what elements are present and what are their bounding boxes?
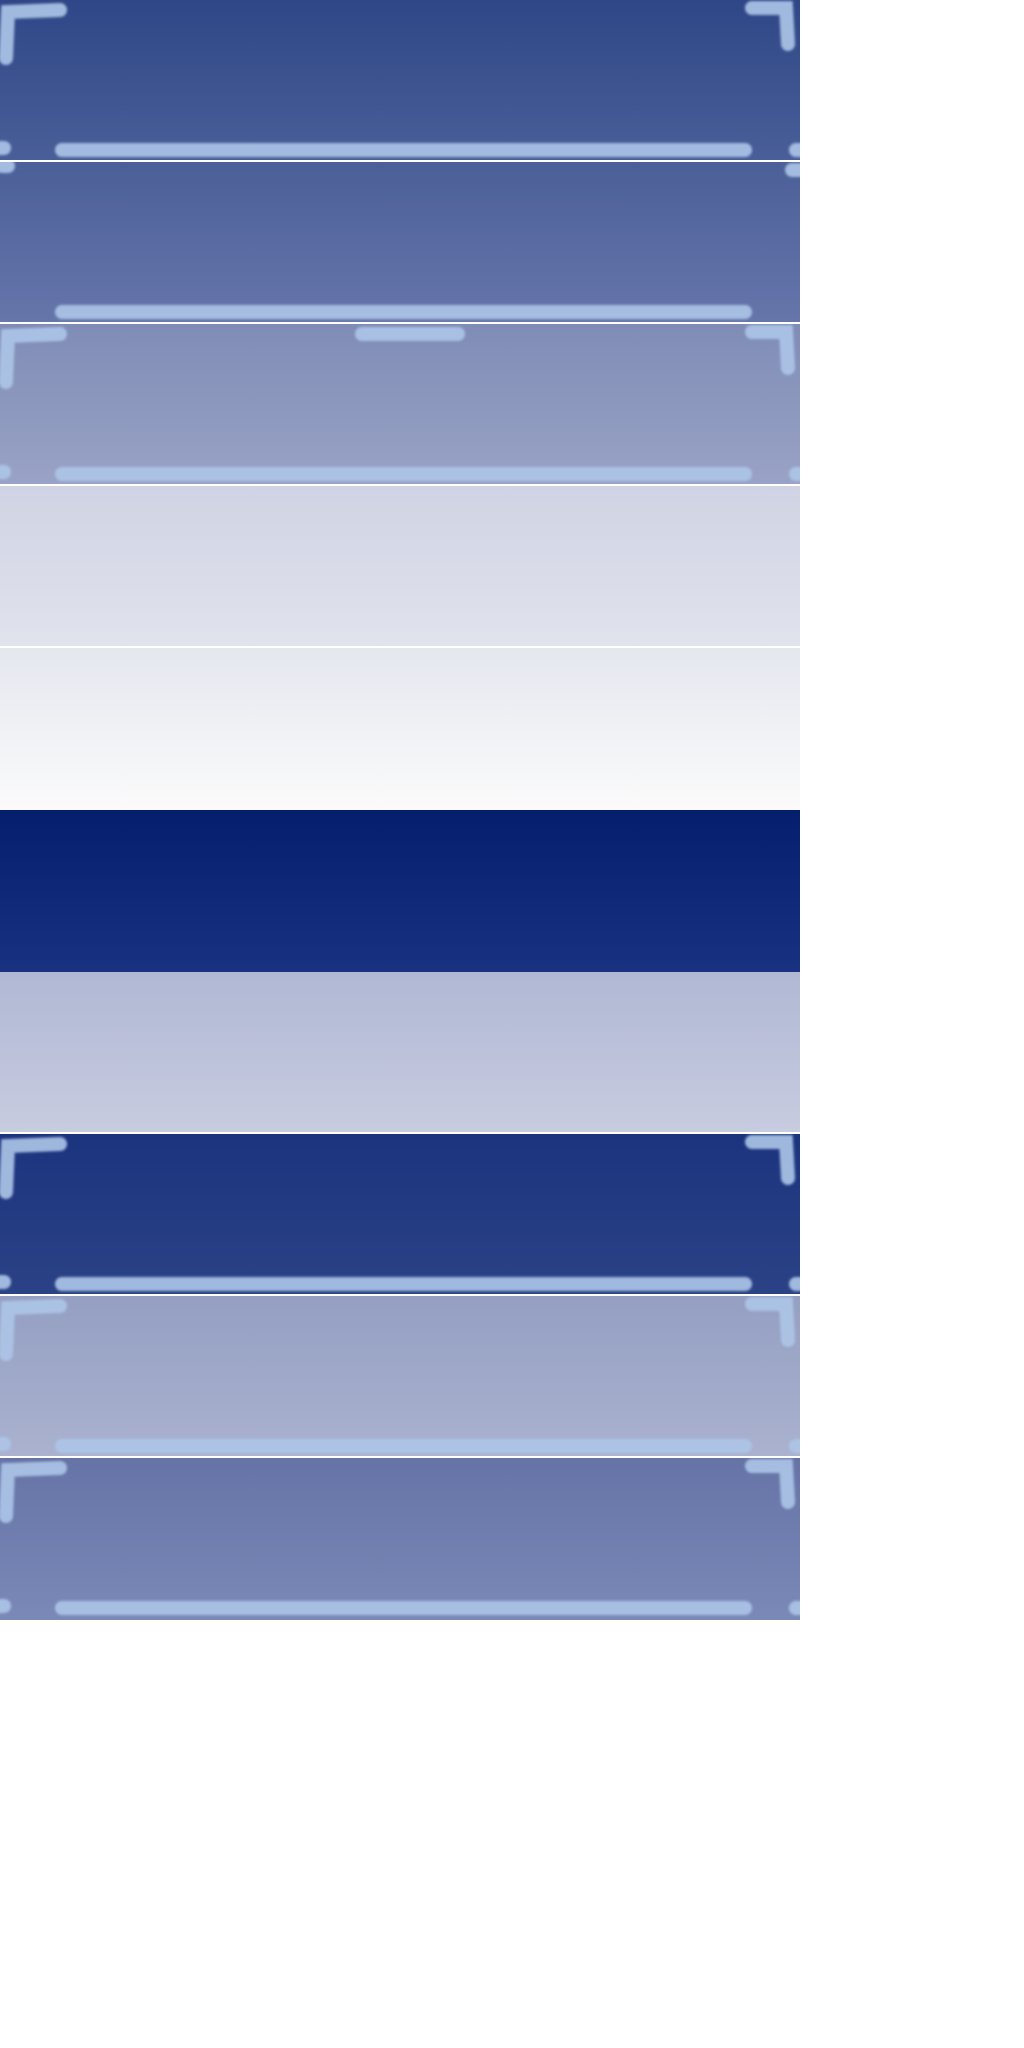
tile-1-gradient	[0, 0, 800, 160]
tile-9-gradient	[0, 1296, 800, 1456]
tile-7	[0, 972, 800, 1134]
tile-6-gradient	[0, 810, 800, 972]
tile-10-gradient	[0, 1458, 800, 1620]
gradient-tile-sheet	[0, 0, 800, 1620]
tile-4-gradient	[0, 486, 800, 646]
tile-6	[0, 810, 800, 972]
tile-2	[0, 162, 800, 324]
tile-9-frame	[0, 1297, 800, 1453]
tile-3	[0, 324, 800, 486]
tile-3-frame	[0, 325, 800, 481]
tile-1-graphic	[0, 0, 800, 160]
tile-10	[0, 1458, 800, 1620]
tile-1-frame	[0, 1, 800, 157]
tile-2-graphic	[0, 162, 800, 322]
tile-4-graphic	[0, 486, 800, 646]
tile-10-frame	[0, 1459, 800, 1615]
tile-5-gradient	[0, 648, 800, 810]
tile-8-frame	[0, 1135, 800, 1291]
tile-8-gradient	[0, 1134, 800, 1294]
tile-9-graphic	[0, 1296, 800, 1456]
tile-7-gradient	[0, 972, 800, 1132]
tile-10-graphic	[0, 1458, 800, 1620]
tile-3-graphic	[0, 324, 800, 484]
tile-2-gradient	[0, 162, 800, 322]
empty-area	[0, 1620, 1024, 2048]
tile-4	[0, 486, 800, 648]
tile-1	[0, 0, 800, 162]
tile-2-frame	[0, 162, 800, 319]
tile-9	[0, 1296, 800, 1458]
tile-3-gradient	[0, 324, 800, 484]
tile-6-graphic	[0, 810, 800, 972]
tile-7-graphic	[0, 972, 800, 1132]
tile-5	[0, 648, 800, 810]
tile-8	[0, 1134, 800, 1296]
tile-5-graphic	[0, 648, 800, 810]
tile-8-graphic	[0, 1134, 800, 1294]
